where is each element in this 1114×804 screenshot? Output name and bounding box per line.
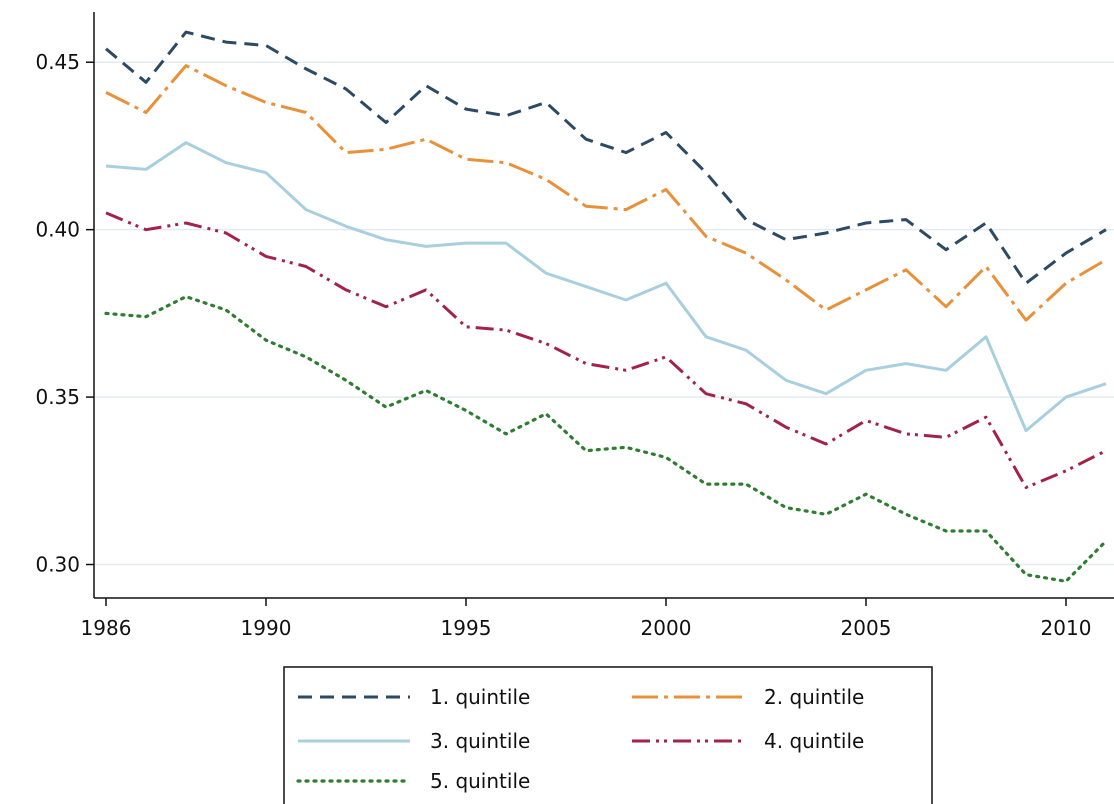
y-tick-label: 0.45: [35, 50, 80, 74]
x-tick-label: 1995: [441, 616, 492, 640]
y-tick-label: 0.35: [35, 385, 80, 409]
series-line-2: [105, 64, 1107, 322]
x-tick-label: 2000: [641, 616, 692, 640]
legend: 1. quintile 2. quintile 3. quintile 4. quin…: [283, 666, 933, 804]
x-axis-ticks: 1986 1990 1995 2000 2005 2010: [81, 598, 1092, 640]
y-axis-ticks: 0.30 0.35 0.40 0.45: [35, 50, 94, 577]
legend-label-3: 3. quintile: [430, 729, 530, 753]
series-line-1: [105, 30, 1107, 285]
x-tick-label: 1986: [81, 616, 132, 640]
series-line-5: [104, 295, 1108, 583]
gridlines: [94, 61, 1114, 566]
series-line-4: [105, 211, 1107, 489]
x-tick-label: 2005: [841, 616, 892, 640]
legend-label-1: 1. quintile: [430, 685, 530, 709]
y-tick-label: 0.40: [35, 218, 80, 242]
x-tick-label: 2010: [1041, 616, 1092, 640]
series-lines: [104, 30, 1108, 583]
y-tick-label: 0.30: [35, 553, 80, 577]
series-line-3: [105, 141, 1107, 433]
legend-label-4: 4. quintile: [764, 729, 864, 753]
x-tick-label: 1990: [241, 616, 292, 640]
axes: [93, 12, 1114, 599]
legend-label-5: 5. quintile: [430, 769, 530, 793]
legend-box: [283, 666, 933, 804]
legend-label-2: 2. quintile: [764, 685, 864, 709]
